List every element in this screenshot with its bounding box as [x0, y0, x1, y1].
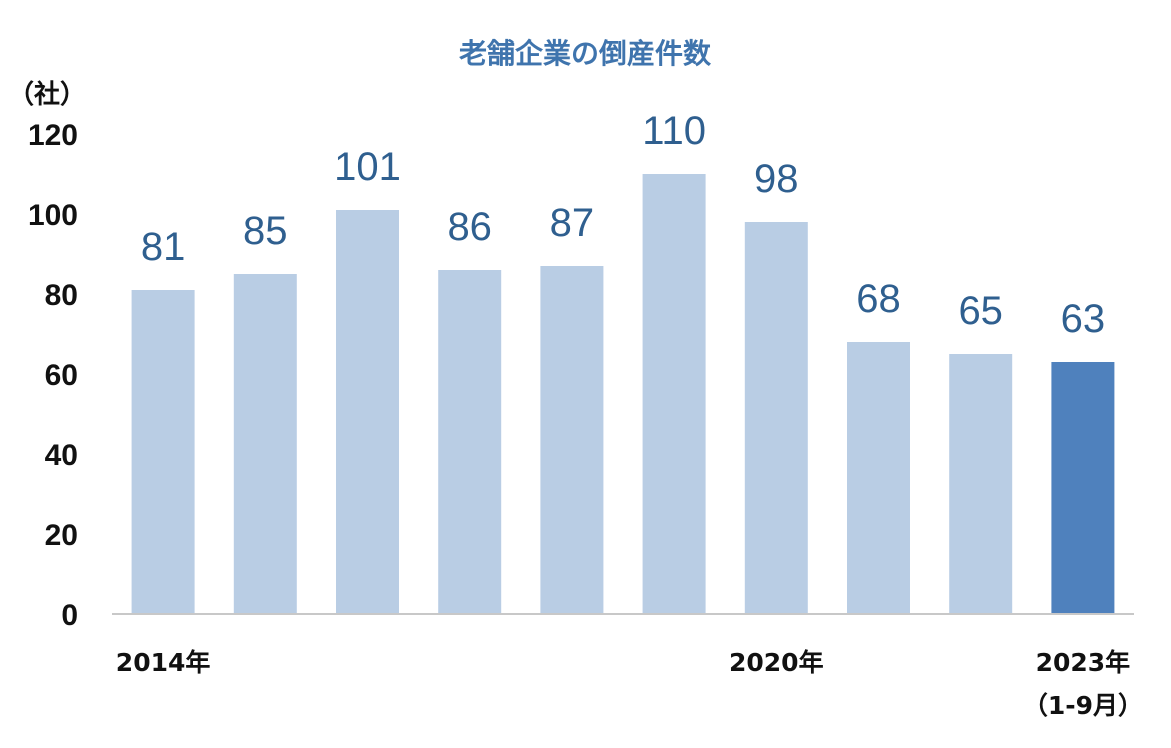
- y-tick-label: 80: [45, 279, 78, 312]
- bars: [131, 174, 1115, 614]
- data-label: 86: [447, 205, 492, 249]
- y-tick-label: 120: [28, 119, 78, 152]
- x-tick-label: 2023年: [1036, 648, 1131, 677]
- x-tick-label: 2014年: [116, 648, 211, 677]
- bar: [540, 266, 604, 614]
- y-tick-label: 20: [45, 519, 78, 552]
- bar: [744, 222, 808, 614]
- bar: [949, 354, 1013, 614]
- bar: [847, 342, 910, 614]
- data-label: 101: [334, 145, 401, 189]
- y-tick-label: 0: [61, 599, 78, 632]
- bar: [131, 290, 195, 614]
- chart-title: 老舗企業の倒産件数: [459, 37, 712, 70]
- data-label: 98: [754, 157, 799, 201]
- data-label: 65: [958, 289, 1003, 333]
- x-axis-labels: 2014年 2020年 2023年 （1-9月）: [116, 648, 1143, 720]
- data-label: 85: [243, 209, 288, 253]
- x-tick-sublabel: （1-9月）: [1023, 691, 1143, 720]
- data-labels: 81 85 101 86 87 110 98 68 65 63: [141, 109, 1105, 341]
- data-label: 68: [856, 277, 901, 321]
- bar: [1051, 362, 1115, 614]
- data-label: 87: [550, 201, 595, 245]
- y-axis-unit-label: （社）: [8, 79, 86, 110]
- bar: [438, 270, 502, 614]
- y-axis-ticks: 0 20 40 60 80 100 120: [28, 119, 78, 632]
- y-tick-label: 40: [45, 439, 78, 472]
- bar: [233, 274, 297, 614]
- bar: [336, 210, 399, 614]
- y-tick-label: 60: [45, 359, 78, 392]
- x-tick-label: 2020年: [729, 648, 824, 677]
- data-label: 110: [642, 109, 706, 153]
- data-label: 63: [1061, 297, 1106, 341]
- bar: [642, 174, 706, 614]
- y-tick-label: 100: [28, 199, 78, 232]
- data-label: 81: [141, 225, 186, 269]
